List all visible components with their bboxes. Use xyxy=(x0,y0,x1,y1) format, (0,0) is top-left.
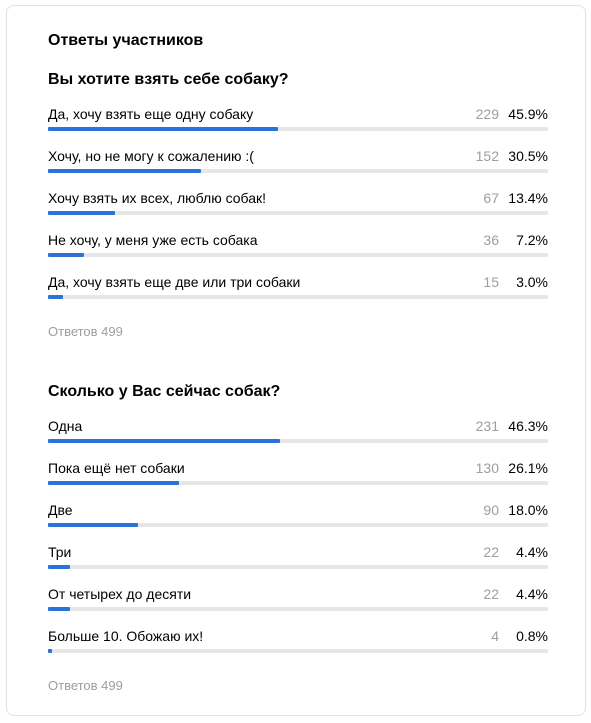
question-1: Вы хотите взять себе собаку? Да, хочу вз… xyxy=(48,70,548,340)
option-row: Хочу, но не могу к сожалению :( 152 30.5… xyxy=(48,148,548,190)
bar-fill xyxy=(48,523,138,527)
question-title: Сколько у Вас сейчас собак? xyxy=(48,383,281,400)
bar-track xyxy=(48,211,548,215)
option-percent: 3.0% xyxy=(516,274,548,290)
option-percent: 13.4% xyxy=(508,190,548,206)
bar-track xyxy=(48,253,548,257)
bar-fill xyxy=(48,127,278,131)
option-percent: 7.2% xyxy=(516,232,548,248)
answers-total: Ответов 499 xyxy=(48,678,123,693)
option-count: 4 xyxy=(491,628,499,644)
option-label: Пока ещё нет собаки xyxy=(48,460,185,476)
bar-track xyxy=(48,169,548,173)
bar-fill xyxy=(48,481,179,485)
option-count: 229 xyxy=(475,106,499,122)
bar-fill xyxy=(48,169,201,173)
option-count: 90 xyxy=(483,502,499,518)
option-count: 130 xyxy=(475,460,499,476)
poll-results-card: Ответы участников Вы хотите взять себе с… xyxy=(6,5,586,716)
option-row: Да, хочу взять еще две или три собаки 15… xyxy=(48,274,548,316)
option-row: Три 22 4.4% xyxy=(48,544,548,586)
bar-track xyxy=(48,565,548,569)
option-count: 67 xyxy=(483,190,499,206)
bar-fill xyxy=(48,211,115,215)
question-title: Вы хотите взять себе собаку? xyxy=(48,71,289,88)
bar-track xyxy=(48,481,548,485)
bar-fill xyxy=(48,295,63,299)
option-percent: 45.9% xyxy=(508,106,548,122)
bar-track xyxy=(48,649,548,653)
option-percent: 0.8% xyxy=(516,628,548,644)
option-row: Не хочу, у меня уже есть собака 36 7.2% xyxy=(48,232,548,274)
option-count: 15 xyxy=(483,274,499,290)
option-label: От четырех до десяти xyxy=(48,586,192,602)
option-label: Одна xyxy=(48,418,83,434)
option-count: 152 xyxy=(475,148,499,164)
bar-track xyxy=(48,523,548,527)
option-label: Да, хочу взять еще одну собаку xyxy=(48,106,254,122)
option-label: Хочу, но не могу к сожалению :( xyxy=(48,148,254,164)
option-label: Хочу взять их всех, люблю собак! xyxy=(48,190,267,206)
option-percent: 4.4% xyxy=(516,544,548,560)
bar-fill xyxy=(48,649,52,653)
option-percent: 46.3% xyxy=(508,418,548,434)
bar-fill xyxy=(48,439,280,443)
option-count: 22 xyxy=(483,586,499,602)
bar-track xyxy=(48,127,548,131)
option-count: 36 xyxy=(483,232,499,248)
option-row: От четырех до десяти 22 4.4% xyxy=(48,586,548,628)
bar-track xyxy=(48,439,548,443)
option-row: Да, хочу взять еще одну собаку 229 45.9% xyxy=(48,106,548,148)
option-row: Хочу взять их всех, люблю собак! 67 13.4… xyxy=(48,190,548,232)
bar-fill xyxy=(48,253,84,257)
bar-fill xyxy=(48,565,70,569)
option-row: Больше 10. Обожаю их! 4 0.8% xyxy=(48,628,548,670)
option-percent: 30.5% xyxy=(508,148,548,164)
option-label: Не хочу, у меня уже есть собака xyxy=(48,232,258,248)
answers-total: Ответов 499 xyxy=(48,324,123,339)
option-count: 22 xyxy=(483,544,499,560)
option-row: Одна 231 46.3% xyxy=(48,418,548,460)
option-label: Три xyxy=(48,544,72,560)
option-percent: 26.1% xyxy=(508,460,548,476)
option-label: Да, хочу взять еще две или три собаки xyxy=(48,274,301,290)
option-label: Больше 10. Обожаю их! xyxy=(48,628,204,644)
option-row: Пока ещё нет собаки 130 26.1% xyxy=(48,460,548,502)
option-percent: 18.0% xyxy=(508,502,548,518)
question-2: Сколько у Вас сейчас собак? Одна 231 46.… xyxy=(48,382,548,694)
card-title: Ответы участников xyxy=(48,32,204,49)
options-list: Да, хочу взять еще одну собаку 229 45.9%… xyxy=(48,106,548,316)
option-percent: 4.4% xyxy=(516,586,548,602)
options-list: Одна 231 46.3% Пока ещё нет собаки 130 2… xyxy=(48,418,548,670)
bar-track xyxy=(48,607,548,611)
option-label: Две xyxy=(48,502,73,518)
option-row: Две 90 18.0% xyxy=(48,502,548,544)
bar-track xyxy=(48,295,548,299)
bar-fill xyxy=(48,607,70,611)
option-count: 231 xyxy=(475,418,499,434)
